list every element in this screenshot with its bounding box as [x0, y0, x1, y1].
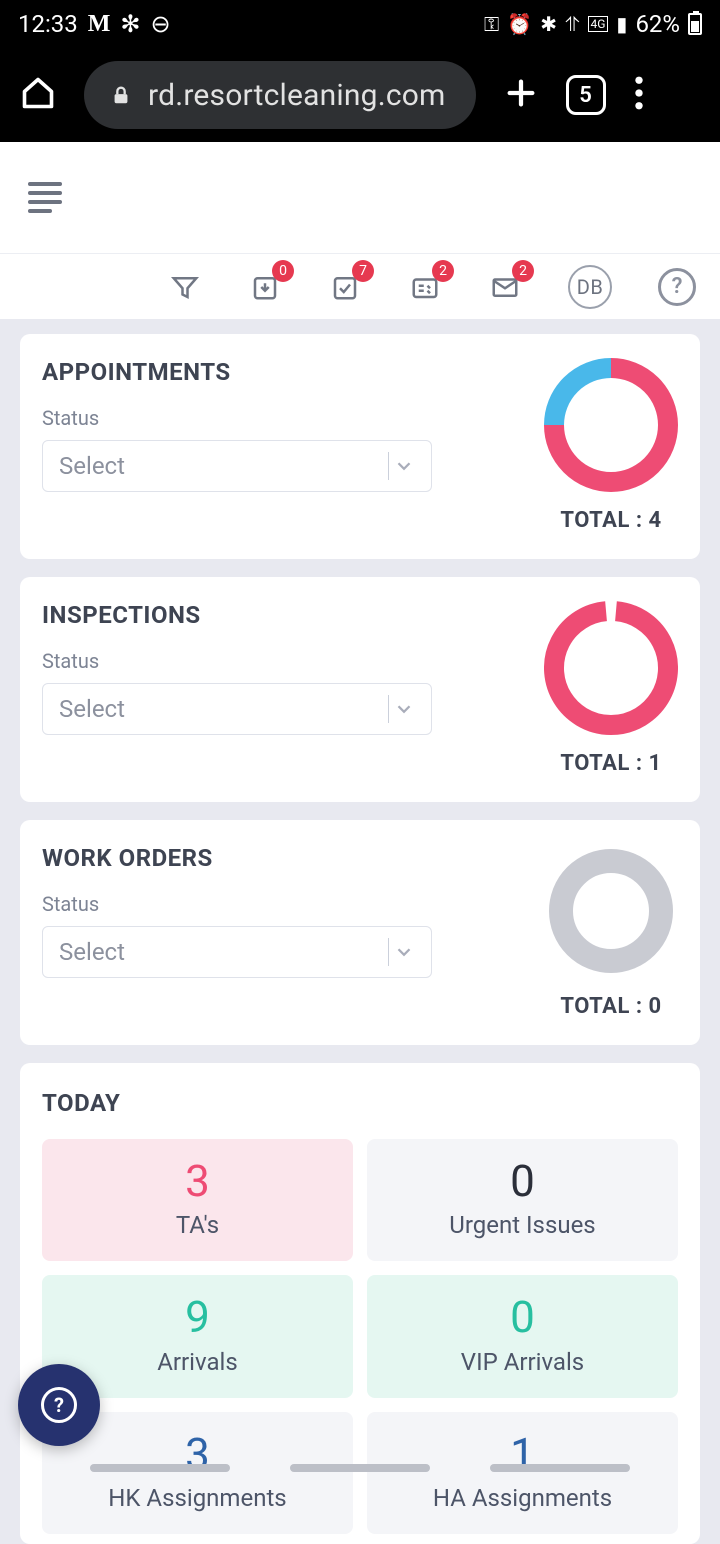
filter-icon[interactable]: [168, 270, 202, 304]
tasks-badge: 7: [352, 260, 374, 282]
nav-back[interactable]: [490, 1464, 630, 1472]
gmail-icon: M: [88, 11, 111, 38]
alarm-icon: ⏰: [507, 12, 532, 36]
url-text: rd.resortcleaning.com: [148, 78, 446, 113]
work-orders-chart: [544, 844, 678, 978]
signal-icon: ▮: [616, 12, 627, 36]
appointments-card: APPOINTMENTS Status Select TOTAL : 4: [20, 334, 700, 559]
inspections-chart: [544, 601, 678, 735]
status-select[interactable]: Select: [42, 683, 432, 735]
status-select[interactable]: Select: [42, 440, 432, 492]
help-icon[interactable]: ?: [658, 268, 696, 306]
stat-label: Arrivals: [52, 1348, 343, 1376]
avatar[interactable]: DB: [568, 265, 612, 309]
mail-icon[interactable]: 2: [488, 270, 522, 304]
card-title: APPOINTMENTS: [42, 358, 528, 386]
tasks-icon[interactable]: 7: [328, 270, 362, 304]
nav-home[interactable]: [290, 1464, 430, 1472]
chevron-down-icon: [393, 941, 415, 963]
stat-value: 3: [52, 1157, 343, 1205]
nav-recent[interactable]: [90, 1464, 230, 1472]
select-placeholder: Select: [59, 695, 125, 723]
url-bar[interactable]: rd.resortcleaning.com: [84, 61, 476, 129]
dnd-icon: ⊖: [151, 10, 171, 38]
total-label: TOTAL : 1: [560, 751, 661, 776]
wifi-icon: ⥣: [565, 12, 580, 36]
stat-value: 0: [377, 1157, 668, 1205]
today-stat[interactable]: 0 VIP Arrivals: [367, 1275, 678, 1397]
status-time: 12:33: [18, 10, 78, 38]
stat-label: HK Assignments: [52, 1484, 343, 1512]
stat-label: HA Assignments: [377, 1484, 668, 1512]
status-label: Status: [42, 406, 528, 430]
card-title: TODAY: [42, 1089, 678, 1117]
stat-value: 9: [52, 1293, 343, 1341]
status-select[interactable]: Select: [42, 926, 432, 978]
android-status-bar: 12:33 M ✻ ⊖ ⚿ ⏰ ✱ ⥣ 4G ▮ 62%: [0, 0, 720, 48]
mail-badge: 2: [512, 260, 534, 282]
card-title: INSPECTIONS: [42, 601, 528, 629]
browser-toolbar: rd.resortcleaning.com 5: [0, 48, 720, 142]
status-label: Status: [42, 649, 528, 673]
today-stat[interactable]: 3 TA's: [42, 1139, 353, 1261]
card-title: WORK ORDERS: [42, 844, 528, 872]
total-label: TOTAL : 0: [560, 994, 661, 1019]
stat-label: Urgent Issues: [377, 1211, 668, 1239]
checklist-badge: 2: [432, 260, 454, 282]
battery-icon: [688, 13, 702, 35]
app-toolbar: 0 7 2 2 DB ?: [0, 254, 720, 320]
android-nav-bar: [0, 1456, 720, 1480]
app-header: [0, 142, 720, 254]
stat-label: TA's: [52, 1211, 343, 1239]
total-label: TOTAL : 4: [560, 508, 661, 533]
select-placeholder: Select: [59, 452, 125, 480]
help-fab-icon: ?: [41, 1387, 77, 1423]
tab-count[interactable]: 5: [566, 75, 606, 115]
lock-icon: [110, 82, 132, 108]
help-fab[interactable]: ?: [18, 1364, 100, 1446]
select-placeholder: Select: [59, 938, 125, 966]
stat-label: VIP Arrivals: [377, 1348, 668, 1376]
checklist-icon[interactable]: 2: [408, 270, 442, 304]
vpn-icon: ⚿: [484, 12, 499, 36]
home-icon[interactable]: [20, 75, 56, 115]
browser-menu-icon[interactable]: [634, 76, 644, 114]
work-orders-card: WORK ORDERS Status Select TOTAL : 0: [20, 820, 700, 1045]
dashboard-content: APPOINTMENTS Status Select TOTAL : 4 INS…: [0, 320, 720, 1544]
inbox-badge: 0: [272, 260, 294, 282]
chevron-down-icon: [393, 455, 415, 477]
menu-icon[interactable]: [28, 182, 62, 213]
bluetooth-icon: ✱: [540, 12, 557, 36]
new-tab-icon[interactable]: [504, 76, 538, 114]
appointments-chart: [544, 358, 678, 492]
inspections-card: INSPECTIONS Status Select TOTAL : 1: [20, 577, 700, 802]
settings-icon: ✻: [120, 10, 140, 38]
chevron-down-icon: [393, 698, 415, 720]
network-icon: 4G: [588, 16, 609, 32]
status-label: Status: [42, 892, 528, 916]
battery-percent: 62%: [635, 10, 680, 38]
inbox-icon[interactable]: 0: [248, 270, 282, 304]
stat-value: 0: [377, 1293, 668, 1341]
today-stat[interactable]: 0 Urgent Issues: [367, 1139, 678, 1261]
